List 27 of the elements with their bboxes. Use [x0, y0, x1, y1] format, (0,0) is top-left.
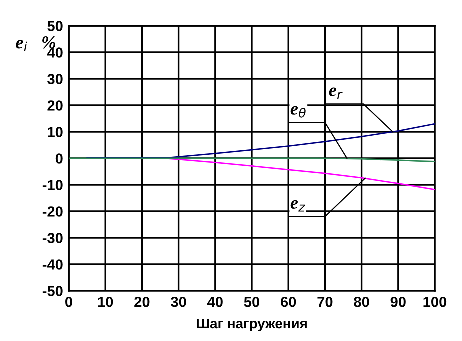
x-tick-label: 60 [281, 296, 296, 308]
y-tick-label: -10 [42, 180, 63, 190]
x-tick-label: 10 [98, 296, 114, 308]
x-tick-label: 20 [134, 296, 150, 308]
x-tick-label: 70 [318, 296, 333, 308]
x-tick-label: 50 [244, 296, 260, 308]
x-tick-label: 0 [66, 296, 72, 308]
y-tick-label: -40 [42, 260, 63, 270]
y-tick-label: -20 [42, 206, 63, 217]
x-axis-title: Шаг нагружения [197, 318, 307, 332]
x-tick-label: 40 [208, 296, 223, 308]
x-tick-label: 80 [354, 296, 370, 308]
line-series [86, 123, 435, 158]
y-tick-label: -30 [42, 233, 63, 244]
annotation: e$_{z}$ [290, 200, 306, 212]
x-tick-label: 100 [424, 296, 447, 308]
x-tick-label: 30 [171, 296, 186, 308]
annotation: e$_{r}$ [329, 88, 343, 100]
y-tick-label: 0 [56, 154, 63, 164]
y-tick-label: 30 [48, 74, 63, 84]
x-tick-label: 90 [390, 296, 406, 308]
line-series [167, 158, 435, 190]
y-tick-label: 50 [48, 21, 63, 32]
y-tick-label: 20 [48, 100, 63, 111]
y-tick-label: 10 [48, 127, 63, 138]
y-tick-label: -50 [42, 286, 63, 296]
annotation: e$_{θ}$ [290, 106, 306, 118]
